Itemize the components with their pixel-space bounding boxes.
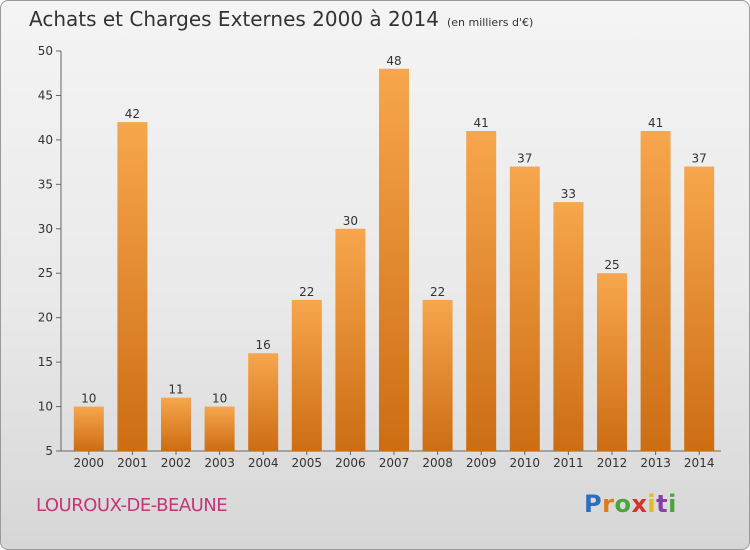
x-tick-label: 2006 bbox=[335, 456, 366, 470]
bar-2007 bbox=[379, 68, 409, 452]
bar-2002 bbox=[161, 397, 191, 451]
x-tick-label: 2002 bbox=[161, 456, 192, 470]
bar-2005 bbox=[291, 299, 322, 451]
value-label: 41 bbox=[474, 116, 489, 130]
y-tick-label: 5 bbox=[45, 444, 53, 458]
bar-2008 bbox=[422, 299, 453, 451]
value-label: 11 bbox=[168, 383, 183, 397]
y-tick-label: 20 bbox=[38, 311, 53, 325]
chart-title: Achats et Charges Externes 2000 à 2014 (e… bbox=[29, 7, 533, 31]
y-tick-label: 40 bbox=[38, 133, 53, 147]
x-tick-label: 2000 bbox=[74, 456, 105, 470]
bars bbox=[73, 68, 715, 452]
logo-letter: i bbox=[668, 490, 677, 518]
bar-2004 bbox=[248, 353, 279, 451]
bar-2003 bbox=[204, 406, 235, 451]
logo-letter: i bbox=[647, 490, 657, 518]
y-tick-label: 50 bbox=[38, 44, 53, 58]
value-label: 41 bbox=[648, 116, 663, 130]
x-tick-label: 2010 bbox=[510, 456, 541, 470]
data-labels: 10 42 11 10 16 22 30 48 22 41 37 33 25 41 37 bbox=[81, 54, 707, 406]
y-tick-label: 15 bbox=[38, 355, 53, 369]
x-tick-label: 2009 bbox=[466, 456, 497, 470]
y-tick-label: 45 bbox=[38, 88, 53, 102]
bar-2014 bbox=[684, 166, 715, 452]
x-tick-label: 2005 bbox=[292, 456, 323, 470]
bar-2010 bbox=[509, 166, 540, 452]
logo-letter: o bbox=[614, 490, 632, 518]
logo-letter: P bbox=[584, 490, 603, 518]
bar-2000 bbox=[73, 406, 104, 451]
x-tick-label: 2011 bbox=[553, 456, 584, 470]
logo-letter: r bbox=[602, 490, 615, 518]
value-label: 22 bbox=[299, 285, 314, 299]
y-tick-label: 30 bbox=[38, 222, 53, 236]
chart-title-text: Achats et Charges Externes 2000 à 2014 bbox=[29, 7, 439, 31]
logo-letter: t bbox=[656, 490, 669, 518]
bar-2013 bbox=[640, 131, 671, 451]
y-tick-label: 10 bbox=[38, 400, 53, 414]
bar-2009 bbox=[466, 131, 497, 451]
value-label: 37 bbox=[692, 152, 707, 166]
y-tick-label: 35 bbox=[38, 177, 53, 191]
x-tick-label: 2003 bbox=[204, 456, 235, 470]
x-tick-label: 2007 bbox=[379, 456, 410, 470]
value-label: 22 bbox=[430, 285, 445, 299]
x-tick-label: 2008 bbox=[422, 456, 453, 470]
x-tick-label: 2014 bbox=[684, 456, 715, 470]
proxiti-logo: Proxiti bbox=[584, 490, 677, 518]
bar-2011 bbox=[553, 202, 584, 451]
logo-letter: x bbox=[631, 490, 648, 518]
axes: 5 10 15 20 25 30 35 40 45 50 2000 2001 2002 2003 2004 2… bbox=[38, 44, 721, 470]
value-label: 16 bbox=[256, 338, 271, 352]
value-label: 33 bbox=[561, 187, 576, 201]
x-tick-label: 2013 bbox=[640, 456, 671, 470]
value-label: 10 bbox=[81, 392, 96, 406]
bar-2001 bbox=[117, 122, 148, 451]
value-label: 48 bbox=[386, 54, 401, 68]
bar-2012 bbox=[597, 273, 627, 451]
x-tick-label: 2012 bbox=[597, 456, 628, 470]
town-name: LOUROUX-DE-BEAUNE bbox=[36, 495, 228, 516]
value-label: 42 bbox=[125, 107, 140, 121]
x-tick-label: 2001 bbox=[117, 456, 148, 470]
value-label: 25 bbox=[604, 258, 619, 272]
chart-subtitle: (en milliers d'€) bbox=[446, 16, 534, 29]
bar-2006 bbox=[335, 228, 366, 451]
y-tick-label: 25 bbox=[38, 266, 53, 280]
value-label: 30 bbox=[343, 214, 358, 228]
value-label: 10 bbox=[212, 392, 227, 406]
x-tick-label: 2004 bbox=[248, 456, 279, 470]
value-label: 37 bbox=[517, 152, 532, 166]
